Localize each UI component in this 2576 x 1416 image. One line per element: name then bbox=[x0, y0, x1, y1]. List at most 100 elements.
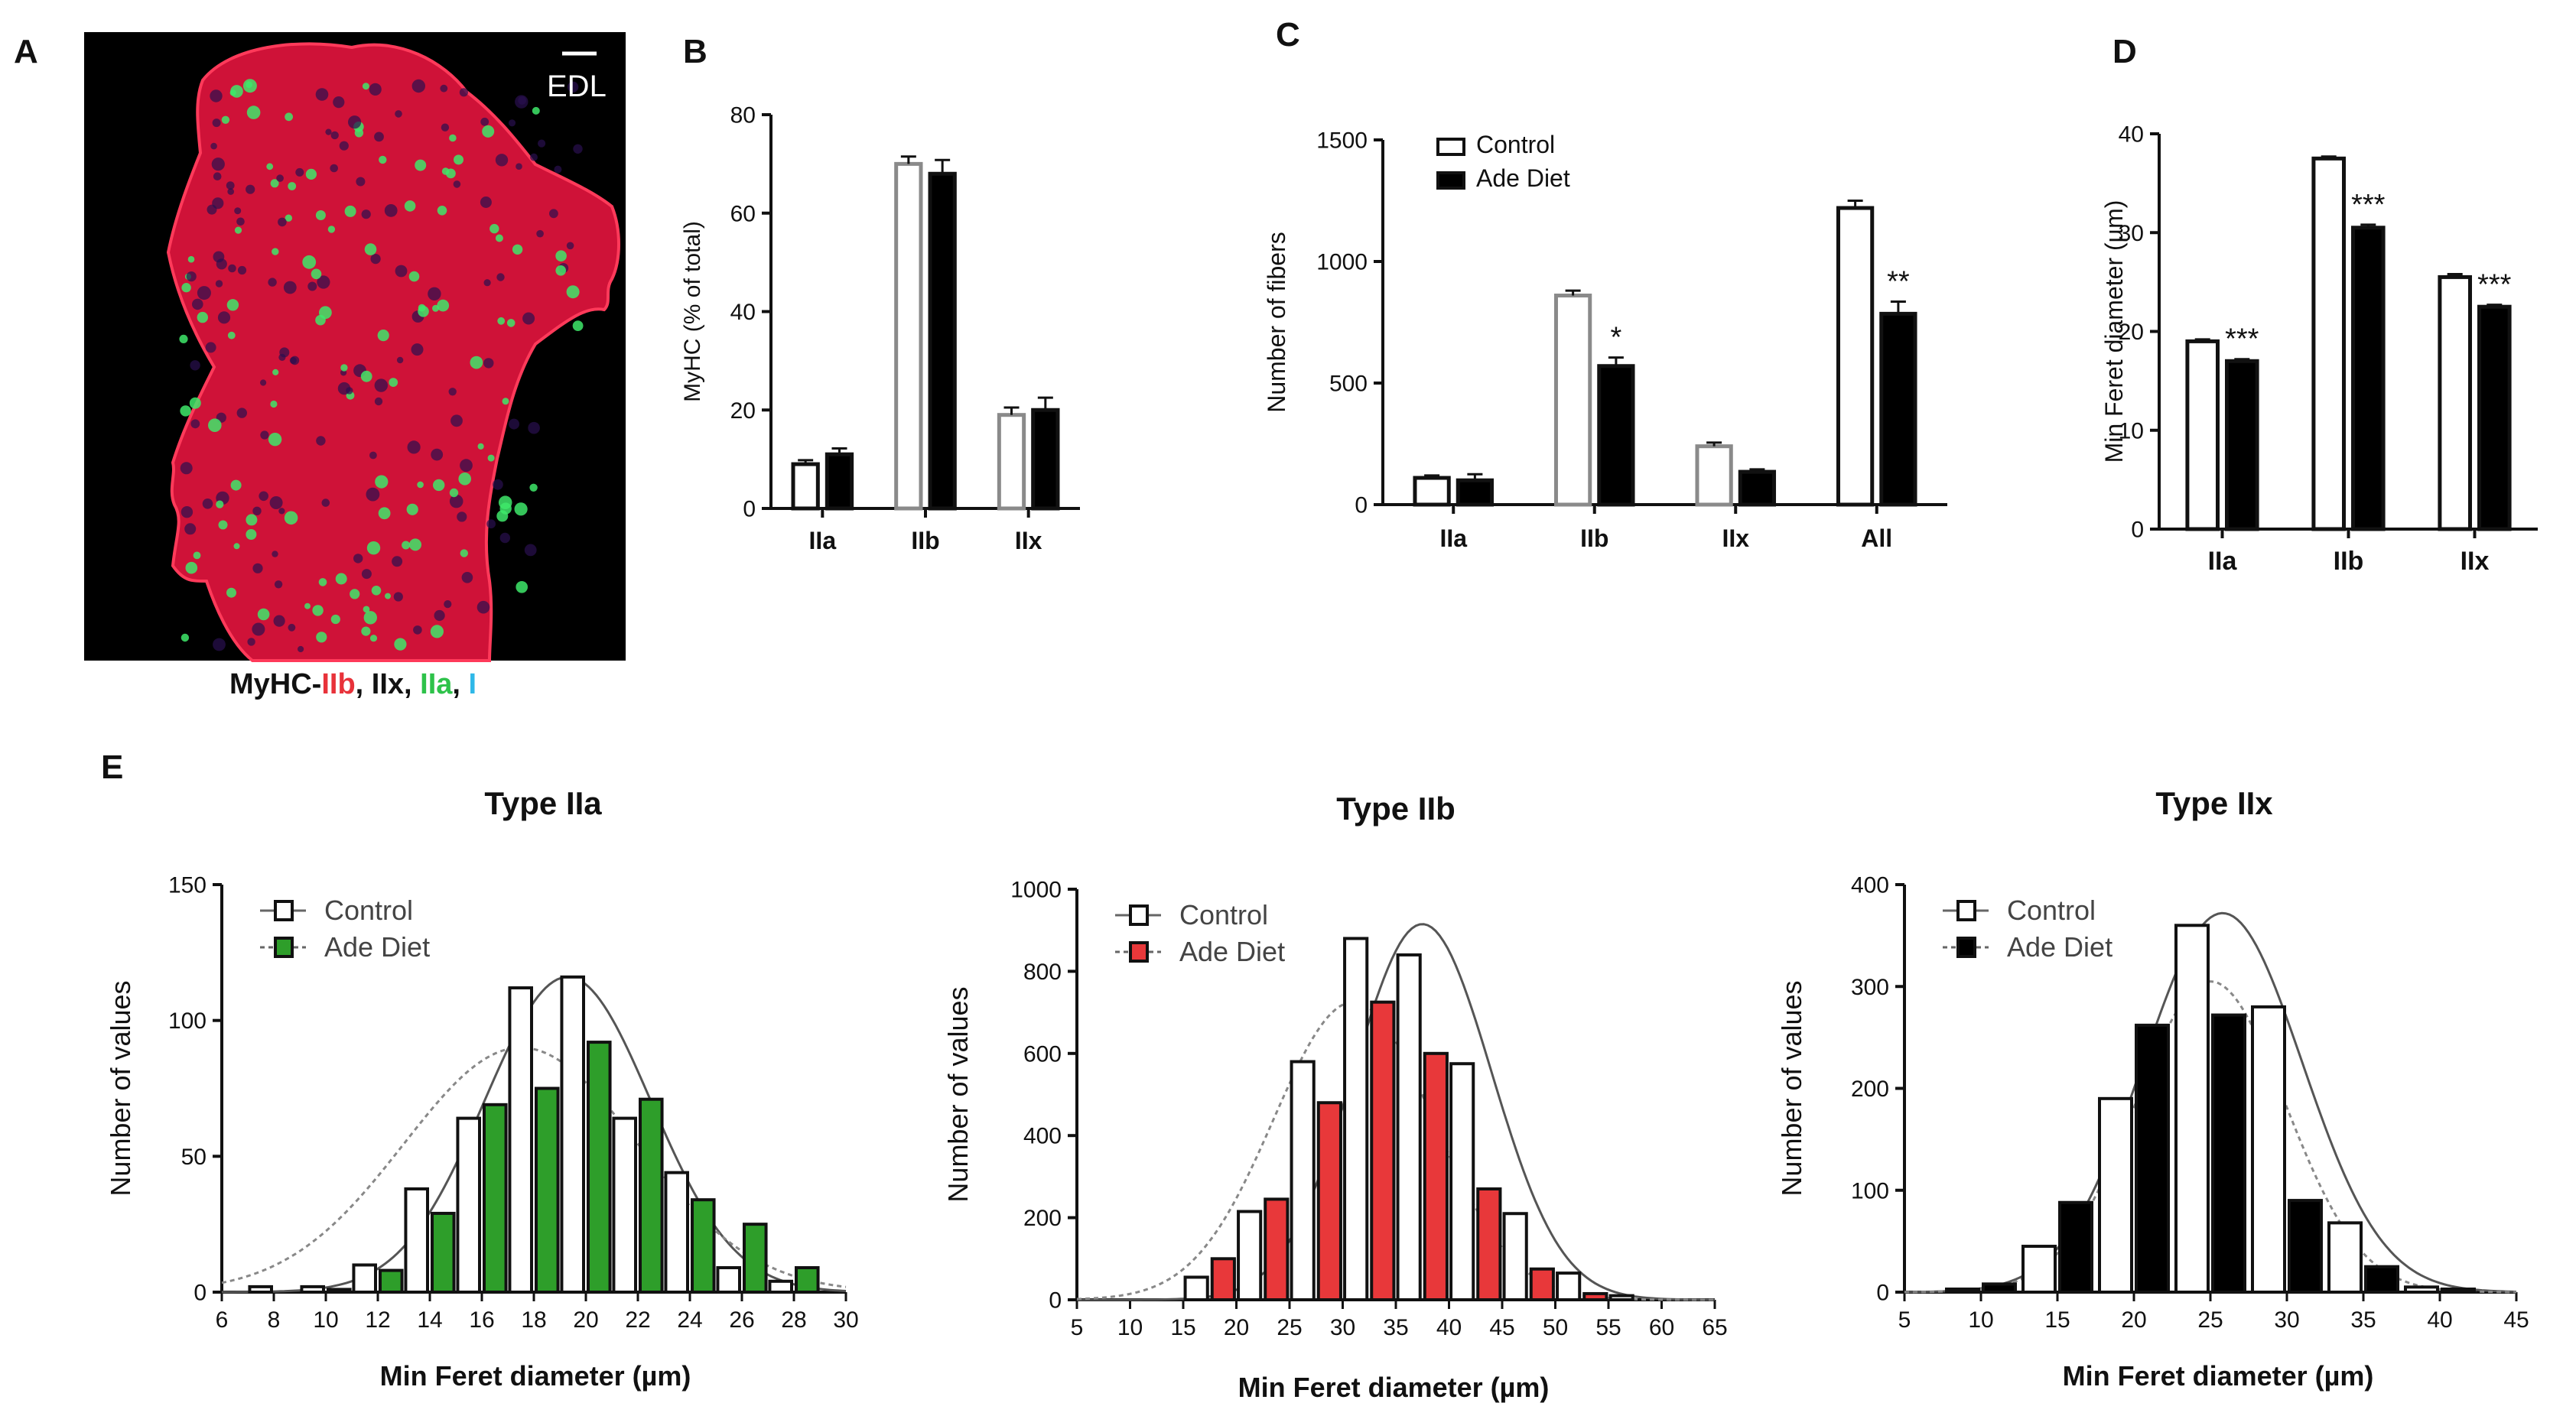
fiber-dot bbox=[514, 502, 528, 516]
fiber-dot bbox=[418, 304, 426, 312]
ade-bar bbox=[1423, 1051, 1449, 1302]
fiber-dot bbox=[210, 142, 217, 150]
fiber-dot bbox=[246, 529, 257, 540]
x-tick-label: 22 bbox=[625, 1307, 650, 1333]
fiber-dot bbox=[495, 154, 509, 167]
x-tick-label: 20 bbox=[573, 1307, 598, 1333]
y-tick-label: 400 bbox=[1851, 873, 1889, 898]
x-axis-label: Min Feret diameter (µm) bbox=[2063, 1360, 2374, 1392]
control-bar bbox=[768, 1279, 794, 1294]
bar bbox=[1031, 408, 1060, 511]
x-tick-label: 15 bbox=[1170, 1315, 1195, 1340]
fiber-dot bbox=[363, 611, 377, 625]
fiber-dot bbox=[348, 115, 362, 129]
fiber-dot bbox=[530, 153, 538, 161]
fiber-dot bbox=[528, 421, 540, 434]
fiber-dot bbox=[230, 479, 242, 491]
control-bar bbox=[248, 1284, 274, 1294]
x-tick-label: IIb bbox=[1580, 525, 1608, 552]
ade-bar bbox=[743, 1223, 768, 1294]
fiber-dot bbox=[506, 319, 516, 327]
fiber-dot bbox=[226, 181, 235, 190]
fiber-dot bbox=[532, 106, 540, 115]
x-tick-label: 12 bbox=[365, 1307, 390, 1333]
legend-swatch bbox=[274, 900, 294, 921]
y-tick-label: 150 bbox=[168, 873, 207, 898]
legend-swatch bbox=[1436, 171, 1465, 190]
fiber-dot bbox=[437, 206, 447, 216]
fiber-dot bbox=[409, 538, 421, 551]
fiber-dot bbox=[370, 254, 381, 265]
bar bbox=[1413, 476, 1451, 507]
fiber-dot bbox=[457, 512, 467, 522]
y-tick-label: 10 bbox=[2119, 418, 2144, 443]
fiber-dot bbox=[186, 271, 197, 282]
fiber-dot bbox=[477, 443, 484, 450]
fiber-dot bbox=[393, 592, 403, 602]
control-bar bbox=[1556, 1271, 1582, 1301]
fiber-dot bbox=[242, 79, 257, 93]
fiber-dot bbox=[205, 342, 216, 353]
fiber-dot bbox=[374, 132, 384, 142]
y-axis-label: MyHC (% of total) bbox=[680, 221, 705, 402]
y-tick-label: 40 bbox=[730, 300, 756, 325]
fiber-dot bbox=[486, 519, 496, 529]
scale-label: EDL bbox=[547, 70, 607, 103]
fiber-dot bbox=[276, 174, 284, 182]
caption-part: , bbox=[452, 668, 468, 700]
fiber-dot bbox=[377, 330, 389, 342]
fiber-dot bbox=[482, 125, 495, 138]
x-tick-label: IIb bbox=[2334, 547, 2364, 576]
x-tick-label: 20 bbox=[2121, 1307, 2146, 1333]
control-bar bbox=[1237, 1210, 1263, 1302]
fiber-dot bbox=[449, 488, 459, 498]
panel-letter-d: D bbox=[2113, 33, 2137, 70]
y-axis-label: Number of values bbox=[942, 986, 974, 1202]
bar bbox=[2438, 274, 2472, 531]
y-tick-label: 300 bbox=[1851, 975, 1889, 1000]
control-bar bbox=[2174, 924, 2210, 1294]
y-tick-label: 20 bbox=[730, 398, 756, 424]
fiber-dot bbox=[227, 188, 235, 195]
fiber-dot bbox=[252, 506, 262, 515]
fiber-dot bbox=[211, 158, 225, 171]
control-bar bbox=[404, 1187, 430, 1294]
x-tick-label: IIa bbox=[1439, 525, 1467, 552]
x-tick-label: 50 bbox=[1543, 1315, 1568, 1340]
fiber-dot bbox=[298, 645, 304, 653]
x-tick-label: 15 bbox=[2044, 1307, 2070, 1333]
fiber-dot bbox=[330, 131, 339, 140]
fiber-dot bbox=[536, 229, 544, 238]
fiber-dot bbox=[449, 494, 463, 508]
fiber-dot bbox=[315, 210, 326, 220]
fiber-dot bbox=[190, 360, 200, 371]
fiber-dot bbox=[288, 623, 296, 632]
fiber-dot bbox=[180, 405, 191, 417]
fiber-dot bbox=[369, 635, 378, 642]
fiber-dot bbox=[483, 358, 494, 369]
x-tick-label: 26 bbox=[729, 1307, 754, 1333]
fiber-dot bbox=[432, 304, 439, 312]
fiber-dot bbox=[302, 255, 317, 269]
fiber-dot bbox=[441, 167, 450, 175]
fiber-dot bbox=[337, 382, 351, 395]
x-tick-label: 45 bbox=[1489, 1315, 1514, 1340]
x-tick-label: 55 bbox=[1595, 1315, 1621, 1340]
x-tick-label: 45 bbox=[2503, 1307, 2529, 1333]
x-tick-label: 10 bbox=[1117, 1315, 1143, 1340]
control-bar bbox=[2098, 1096, 2133, 1294]
fiber-dot bbox=[480, 117, 490, 126]
fiber-dot bbox=[321, 499, 330, 507]
fiber-dot bbox=[180, 462, 193, 475]
significance-label: *** bbox=[2477, 269, 2512, 301]
fiber-dot bbox=[237, 265, 247, 275]
fiber-dot bbox=[283, 281, 297, 294]
legend-label: Control bbox=[1179, 899, 1268, 930]
y-tick-label: 40 bbox=[2119, 122, 2144, 148]
micrograph-panel: EDL bbox=[84, 32, 626, 662]
fiber-dot bbox=[366, 487, 380, 502]
fiber-dot bbox=[246, 514, 258, 526]
fiber-dot bbox=[496, 510, 509, 522]
x-tick-label: IIa bbox=[2208, 547, 2238, 576]
fiber-dot bbox=[402, 541, 411, 550]
